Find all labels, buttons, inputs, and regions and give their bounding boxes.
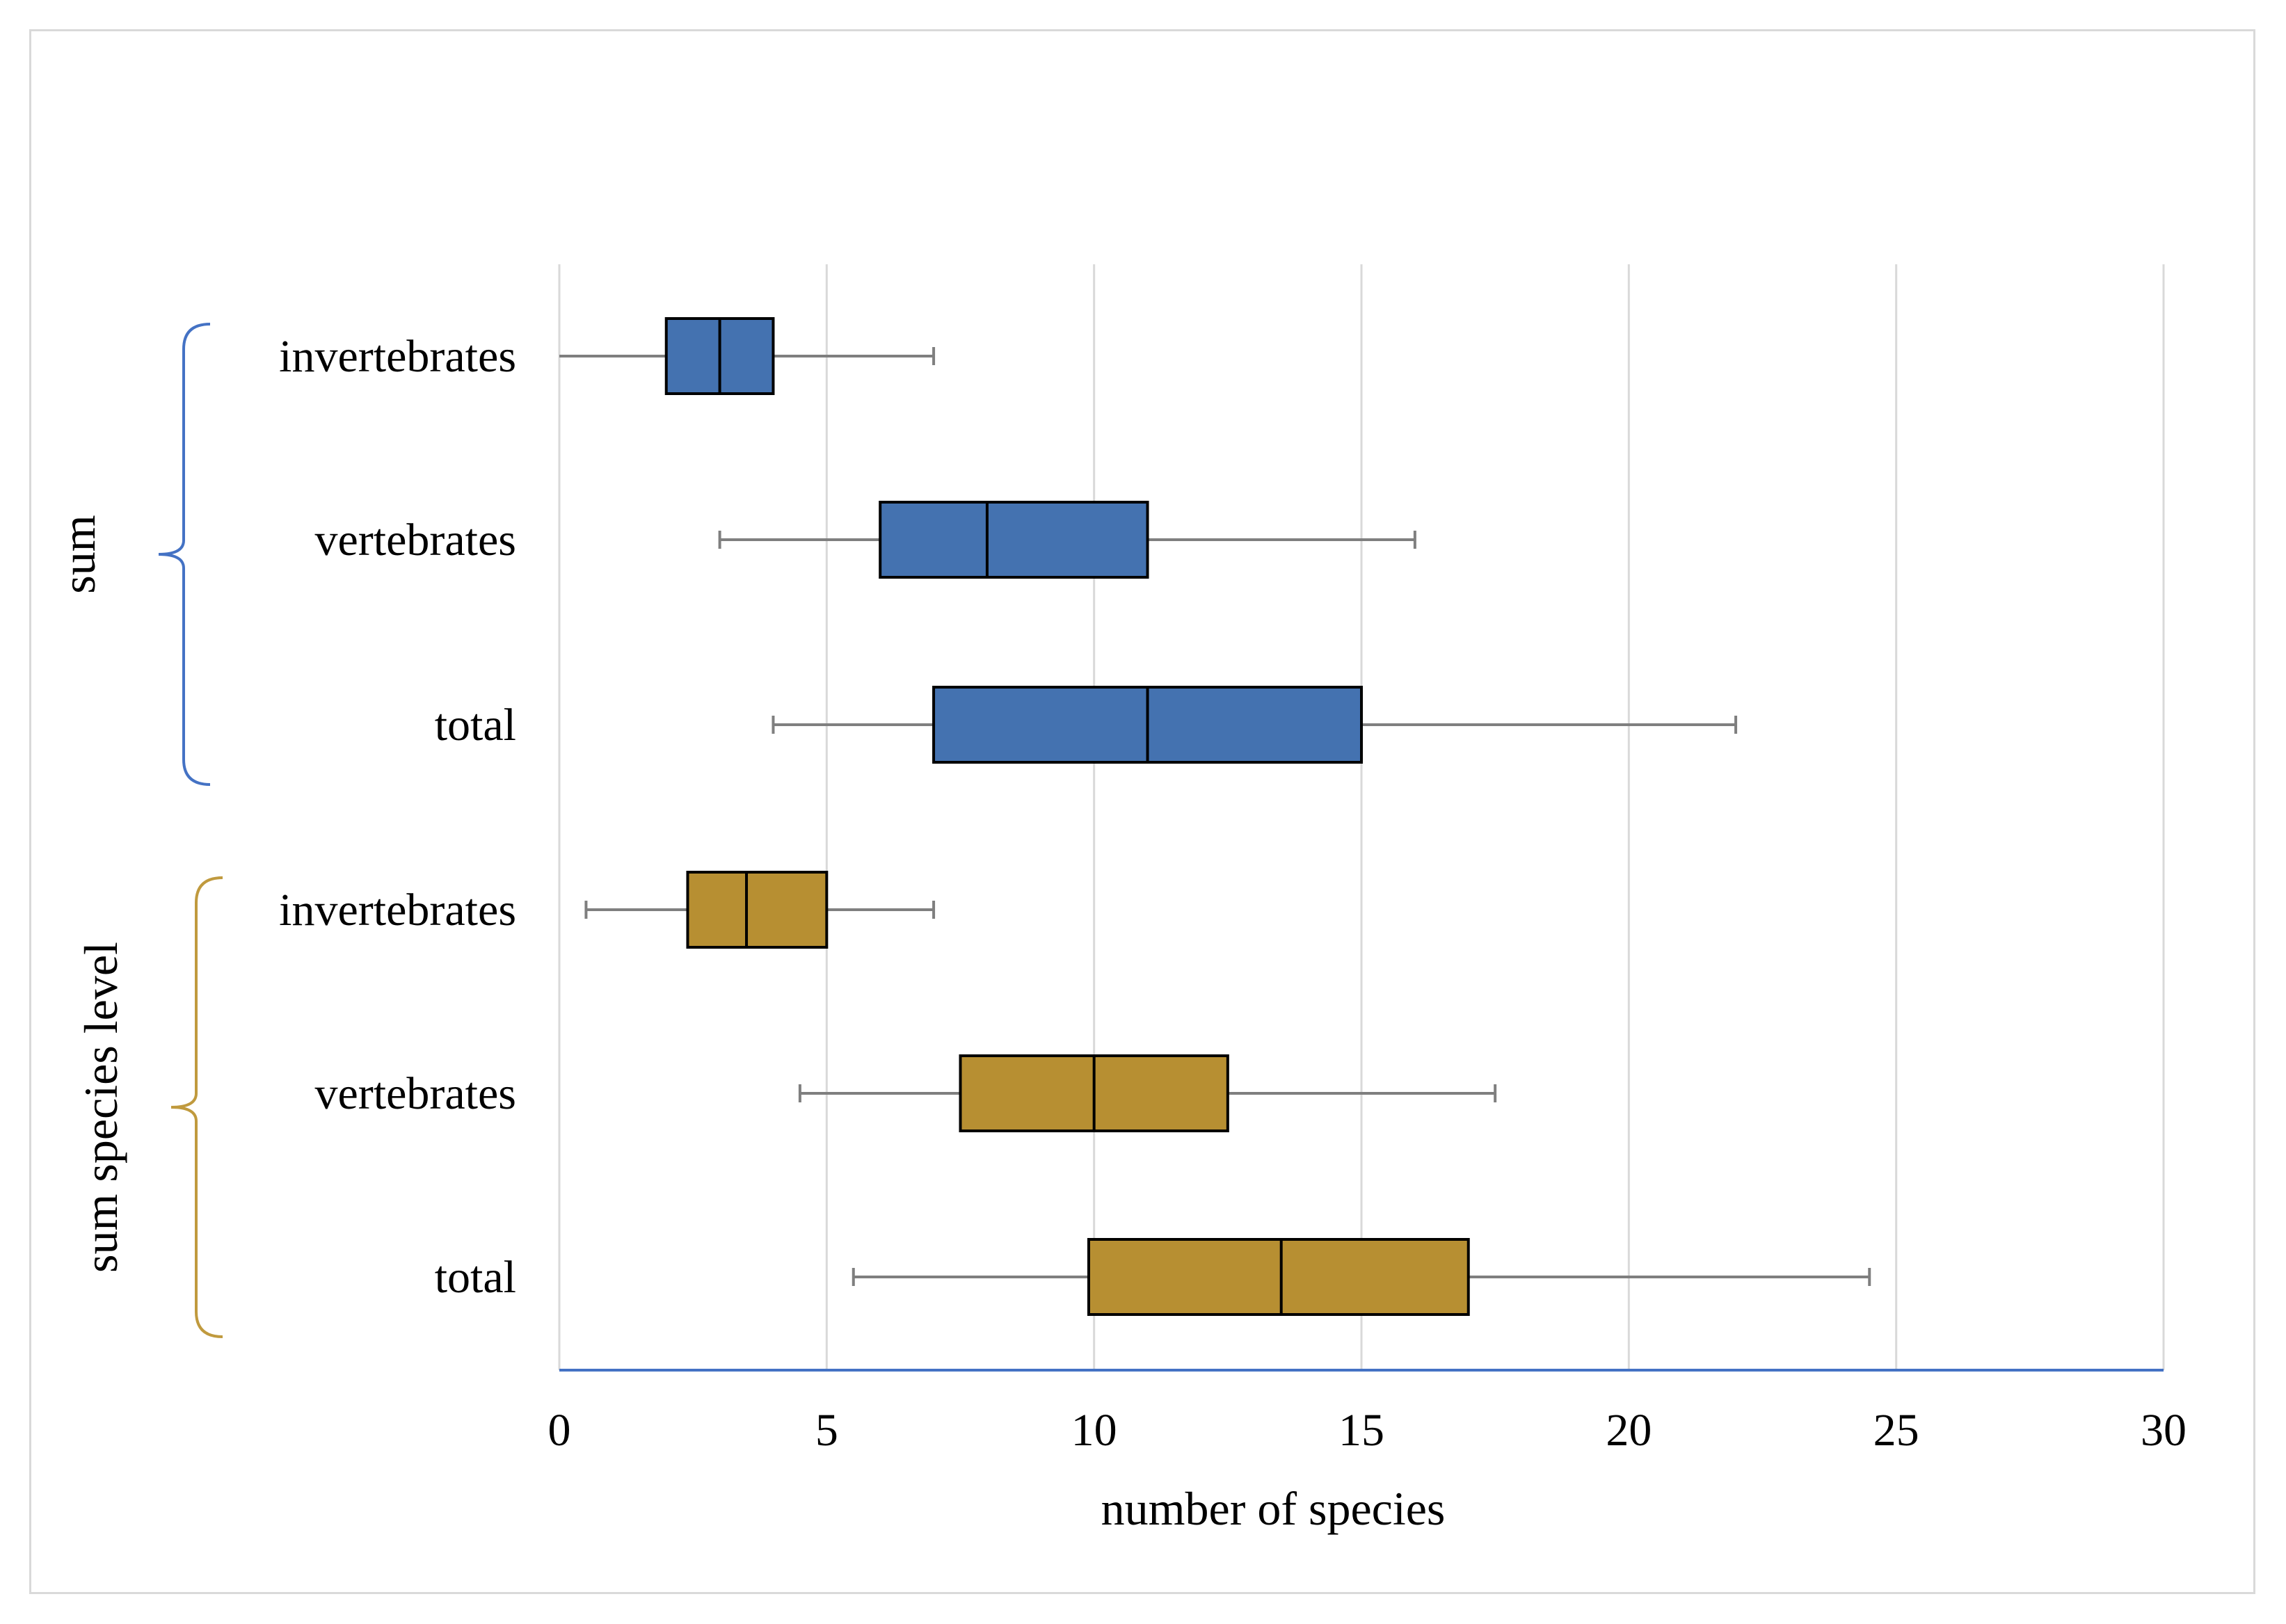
group-1-invertebrates-label: invertebrates [279, 885, 516, 935]
group-1-invertebrates-box [686, 871, 829, 949]
category-labels: invertebrates vertebrates total invertebrat… [279, 331, 516, 1303]
chart-frame [29, 29, 2255, 1594]
group-0-vertebrates-label: vertebrates [315, 515, 517, 565]
boxes [664, 317, 1470, 1316]
group-0-invertebrates-label: invertebrates [279, 331, 516, 382]
group-0-label: sum [52, 515, 105, 593]
x-tick-label-0: 0 [548, 1405, 571, 1456]
x-tick-label-10: 10 [1071, 1405, 1117, 1456]
group-1-total-label: total [435, 1252, 516, 1303]
group-0-bracket [158, 323, 211, 786]
group-0-vertebrates-box [879, 501, 1149, 579]
x-axis: 0 5 10 15 20 25 30 [548, 1369, 2187, 1456]
whiskers [559, 347, 1871, 1286]
group-1-label: sum species level [74, 942, 127, 1273]
group-1-bracket [170, 876, 223, 1338]
group-brackets: sum sum species level [52, 323, 223, 1338]
group-1-vertebrates-label: vertebrates [315, 1068, 517, 1119]
x-axis-title: number of species [1101, 1482, 1446, 1535]
x-tick-label-25: 25 [1873, 1405, 1919, 1456]
x-tick-label-5: 5 [815, 1405, 838, 1456]
group-1-total-box [1087, 1238, 1470, 1316]
x-tick-label-30: 30 [2141, 1405, 2187, 1456]
group-0-total-label: total [435, 700, 516, 750]
x-tick-label-15: 15 [1338, 1405, 1384, 1456]
x-tick-label-20: 20 [1606, 1405, 1652, 1456]
gridlines [558, 264, 2165, 1370]
